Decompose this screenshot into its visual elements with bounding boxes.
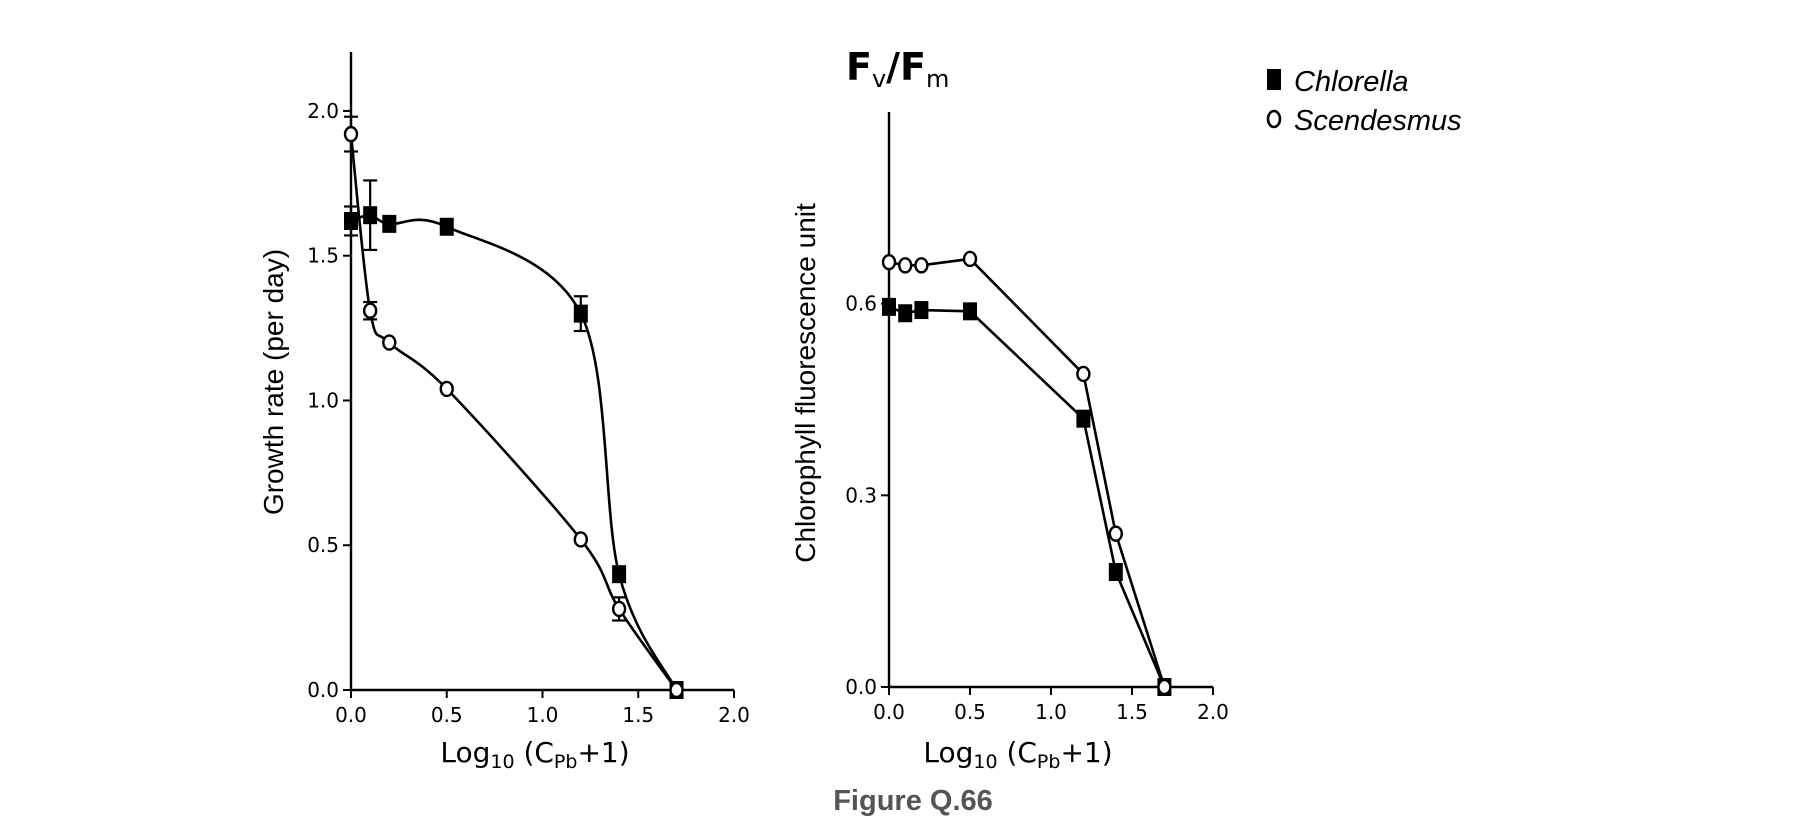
left-point-scendesmus	[439, 380, 454, 398]
left-point-scendesmus	[343, 125, 359, 143]
right-y-tick-label: 0.0	[845, 675, 877, 699]
growth-rate-chart: 0.0 0.5 1.0 1.5 2.0 0.0 0.5 1.0 1.5 2.0 Growth ra…	[258, 52, 750, 773]
left-y-axis-label: Growth rate (per day)	[258, 249, 289, 515]
left-series-line-scendesmus	[349, 133, 678, 691]
right-point-chlorella	[1076, 409, 1091, 428]
legend: Chlorella Scendesmus	[1266, 66, 1462, 137]
right-plot-area	[881, 250, 1172, 696]
right-point-scendesmus	[1157, 678, 1172, 696]
right-point-chlorella	[882, 297, 896, 316]
left-point-scendesmus	[573, 531, 588, 548]
left-x-tick-label: 1.5	[622, 703, 654, 727]
right-x-axis-label: Log10 (CPb+1)	[923, 736, 1112, 773]
right-point-scendesmus	[881, 253, 897, 271]
legend-label-scendesmus: Scendesmus	[1294, 105, 1462, 137]
left-series-line-chlorella	[350, 213, 678, 691]
figure-caption: Figure Q.66	[833, 785, 993, 816]
right-point-scendesmus	[962, 250, 978, 268]
left-point-chlorella	[344, 211, 358, 230]
left-point-chlorella	[573, 304, 588, 323]
left-x-tick-label: 0.5	[431, 703, 463, 727]
left-point-chlorella	[363, 206, 378, 225]
left-y-tick-label: 1.5	[307, 244, 339, 268]
right-point-chlorella	[963, 302, 977, 321]
left-point-chlorella	[612, 565, 627, 584]
left-x-axis-label: Log10 (CPb+1)	[440, 736, 629, 773]
legend-marker-scendesmus	[1266, 109, 1282, 129]
left-y-tick-label: 0.5	[307, 533, 339, 557]
legend-marker-chlorella	[1267, 69, 1281, 90]
legend-label-chlorella: Chlorella	[1294, 66, 1408, 98]
right-x-tick-label: 1.5	[1116, 700, 1148, 724]
left-point-scendesmus	[362, 302, 378, 319]
fluorescence-chart: 0.0 0.5 1.0 1.5 2.0 0.0 0.3 0.6 Chlorophyll flu…	[790, 45, 1229, 773]
right-point-chlorella	[1108, 563, 1123, 581]
left-point-chlorella	[382, 214, 397, 233]
right-y-tick-label: 0.6	[845, 292, 877, 316]
left-axes: 0.0 0.5 1.0 1.5 2.0 0.0 0.5 1.0 1.5 2.0	[307, 52, 750, 727]
right-point-chlorella	[898, 304, 913, 323]
right-y-axis-label: Chlorophyll fluorescence unit	[790, 203, 821, 563]
right-x-tick-label: 0.5	[954, 700, 986, 724]
left-x-tick-label: 2.0	[718, 703, 750, 727]
left-point-scendesmus	[669, 681, 684, 699]
right-x-tick-label: 1.0	[1035, 700, 1067, 724]
right-chart-title: Fv/Fm	[846, 45, 949, 93]
right-point-chlorella	[914, 301, 929, 320]
right-point-scendesmus	[914, 257, 929, 274]
right-point-scendesmus	[1108, 525, 1124, 542]
left-point-chlorella	[439, 217, 454, 236]
left-y-tick-label: 2.0	[307, 99, 339, 123]
right-point-scendesmus	[1076, 365, 1091, 383]
left-x-tick-label: 1.0	[527, 703, 559, 727]
left-plot-area	[343, 115, 684, 699]
right-point-scendesmus	[898, 257, 913, 274]
right-x-tick-label: 2.0	[1197, 700, 1229, 724]
left-y-tick-label: 1.0	[307, 388, 339, 412]
right-series-line-scendesmus	[888, 257, 1166, 688]
right-x-tick-label: 0.0	[873, 700, 905, 724]
left-y-tick-label: 0.0	[307, 678, 339, 702]
left-point-scendesmus	[382, 334, 397, 351]
right-axes: 0.0 0.5 1.0 1.5 2.0 0.0 0.3 0.6	[845, 112, 1229, 724]
right-y-tick-label: 0.3	[845, 483, 877, 507]
left-x-tick-label: 0.0	[335, 703, 367, 727]
left-point-scendesmus	[611, 600, 627, 618]
right-series-line-chlorella	[888, 305, 1166, 688]
